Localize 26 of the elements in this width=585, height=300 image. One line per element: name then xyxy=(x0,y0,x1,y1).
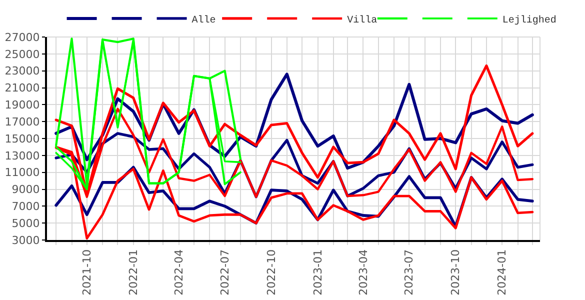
y-tick-label: 7000 xyxy=(12,200,40,214)
x-tick-label: 2023-04 xyxy=(356,249,370,296)
y-tick-label: 9000 xyxy=(12,183,40,196)
y-tick-label: 15000 xyxy=(4,132,40,146)
legend-label: Villa xyxy=(347,14,378,26)
y-tick-label: 17000 xyxy=(4,115,40,128)
x-tick-label: 2022-01 xyxy=(126,249,140,296)
x-tick-label: 2023-07 xyxy=(402,249,416,296)
y-tick-label: 5000 xyxy=(12,216,40,230)
x-tick-label: 2022-07 xyxy=(218,249,232,296)
y-tick-label: 13000 xyxy=(4,149,40,162)
x-tick-label: 2023-10 xyxy=(449,249,462,296)
y-tick-label: 21000 xyxy=(4,82,40,95)
x-tick-label: 2024-01 xyxy=(496,249,509,296)
y-tick-label: 19000 xyxy=(4,98,40,112)
x-tick-label: 2022-04 xyxy=(172,249,186,296)
x-tick-label: 2022-10 xyxy=(264,249,278,296)
y-tick-label: 25000 xyxy=(4,48,40,61)
y-tick-label: 3000 xyxy=(12,234,40,247)
legend-label: Alle xyxy=(192,14,216,26)
x-tick-label: 2023-01 xyxy=(311,249,324,296)
y-tick-label: 27000 xyxy=(4,30,40,44)
x-tick-label: 2021-10 xyxy=(80,249,94,296)
y-tick-label: 11000 xyxy=(4,166,40,180)
legend-label: Lejlighed xyxy=(502,14,556,26)
y-tick-label: 23000 xyxy=(4,64,40,78)
